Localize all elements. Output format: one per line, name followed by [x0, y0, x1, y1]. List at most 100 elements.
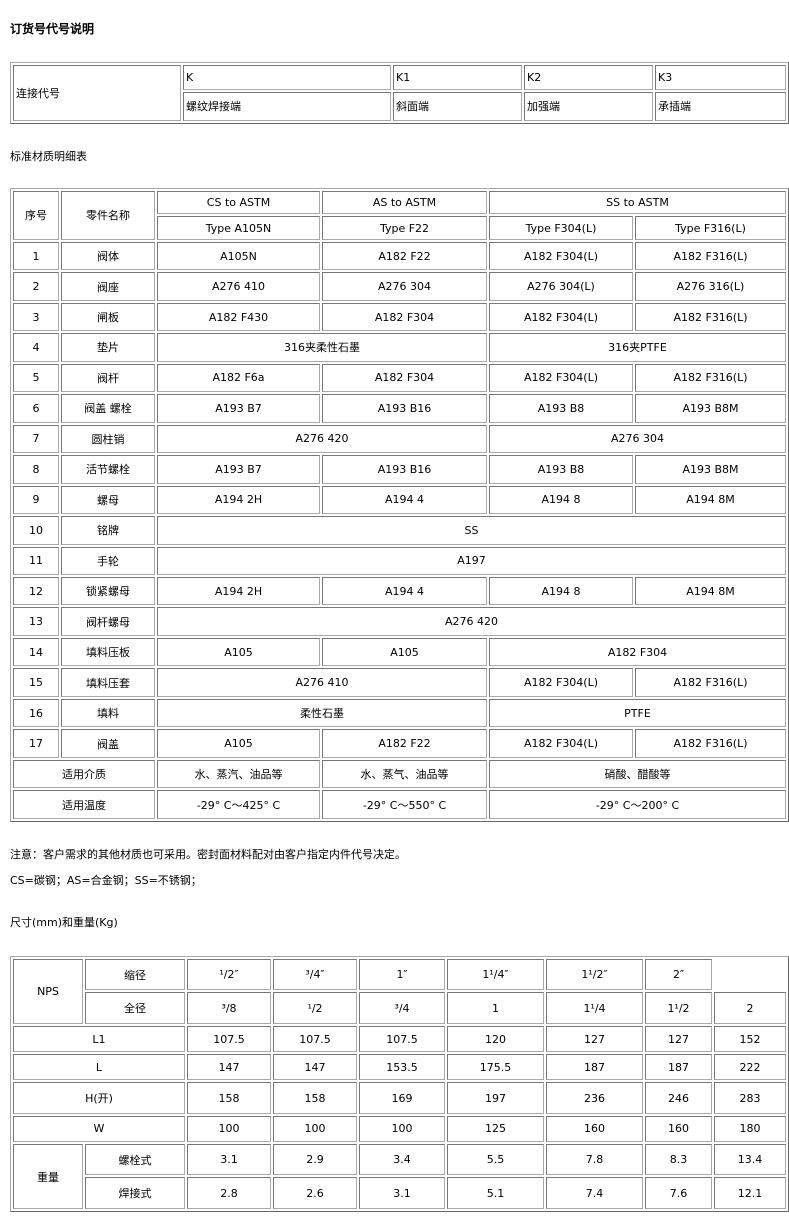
value-cell: 2.8 [187, 1177, 271, 1209]
value-cell: 107.5 [359, 1025, 445, 1053]
materials-table: 序号 零件名称 CS to ASTM AS to ASTM SS to ASTM… [10, 188, 789, 822]
row-number: 15 [13, 668, 59, 697]
value-cell: 147 [187, 1054, 271, 1081]
material-cell: A182 F304(L) [489, 729, 633, 758]
row-number: 1 [13, 241, 59, 271]
part-name: 螺母 [61, 485, 155, 515]
code-cell: K [183, 65, 391, 90]
value-cell: 127 [546, 1025, 643, 1053]
value-cell: 107.5 [273, 1025, 357, 1053]
row-number: 12 [13, 577, 59, 606]
row-number: 7 [13, 424, 59, 454]
table-row: 2 阀座 A276 410 A276 304 A276 304(L) A276 316(L… [13, 272, 786, 301]
value-cell: 5.1 [447, 1177, 544, 1209]
part-name: 圆柱销 [61, 424, 155, 454]
code-name-cell: 承插端 [655, 91, 786, 121]
part-name: 阀盖 [61, 729, 155, 758]
reduced-bore-label: 缩径 [85, 959, 185, 991]
material-cell: A182 F304(L) [489, 668, 633, 697]
material-cell: PTFE [489, 698, 786, 728]
code-cell: K1 [393, 65, 522, 90]
weight-type-label: 焊接式 [85, 1177, 185, 1209]
material-cell: A182 F316(L) [635, 241, 786, 271]
note-line: CS=碳钢；AS=合金钢；SS=不锈钢； [10, 874, 202, 887]
row-number: 8 [13, 455, 59, 484]
value-cell: 160 [546, 1115, 643, 1143]
material-cell: A182 F6a [157, 363, 320, 393]
dimensions-title: 尺寸(mm)和重量(Kg) [10, 916, 118, 929]
size-cell: ¹/2″ [187, 959, 271, 991]
part-name: 填料压板 [61, 637, 155, 667]
value-cell: 180 [714, 1115, 786, 1143]
material-cell: A194 2H [157, 577, 320, 606]
value-cell: 158 [187, 1082, 271, 1114]
row-number: 10 [13, 516, 59, 545]
value-cell: 175.5 [447, 1054, 544, 1081]
table-row: 3 闸板 A182 F430 A182 F304 A182 F304(L) A182 F3… [13, 302, 786, 332]
table-row: 焊接式 2.8 2.6 3.1 5.1 7.4 7.6 12.1 [13, 1177, 786, 1209]
value-cell: 3.1 [187, 1144, 271, 1176]
value-cell: 100 [187, 1115, 271, 1143]
header-type: Type F22 [322, 216, 487, 240]
material-cell: 水、蒸气、油品等 [322, 759, 487, 789]
value-cell: 187 [645, 1054, 712, 1081]
header-group: CS to ASTM [157, 191, 320, 215]
material-cell: 水、蒸汽、油品等 [157, 759, 320, 789]
weight-type-label: 螺栓式 [85, 1144, 185, 1176]
material-cell: -29° C～425° C [157, 790, 320, 819]
material-cell: A276 410 [157, 668, 487, 697]
value-cell: 100 [359, 1115, 445, 1143]
material-cell: A105N [157, 241, 320, 271]
size-cell: 1¹/2″ [546, 959, 643, 991]
part-name: 阀盖 螺栓 [61, 394, 155, 423]
page-title: 订货号代号说明 [10, 22, 95, 36]
size-cell: ³/8 [187, 992, 271, 1024]
material-cell: 316夹PTFE [489, 333, 786, 362]
value-cell: 3.4 [359, 1144, 445, 1176]
material-cell: A276 304 [322, 272, 487, 301]
part-name: 阀杆螺母 [61, 607, 155, 636]
material-cell: 316夹柔性石墨 [157, 333, 487, 362]
table-row: 17 阀盖 A105 A182 F22 A182 F304(L) A182 F316(L) [13, 729, 786, 758]
material-cell: A182 F316(L) [635, 668, 786, 697]
empty-cell [714, 959, 786, 990]
value-cell: 107.5 [187, 1025, 271, 1053]
material-cell: A193 B7 [157, 455, 320, 484]
connection-code-label: 连接代号 [13, 65, 181, 121]
header-type: Type A105N [157, 216, 320, 240]
value-cell: 160 [645, 1115, 712, 1143]
table-row: 11 手轮 A197 [13, 546, 786, 575]
value-cell: 7.4 [546, 1177, 643, 1209]
value-cell: 8.3 [645, 1144, 712, 1176]
row-number: 11 [13, 546, 59, 575]
value-cell: 197 [447, 1082, 544, 1114]
table-row: 适用温度 -29° C～425° C -29° C～550° C -29° C～200… [13, 790, 786, 819]
material-cell: 硝酸、醋酸等 [489, 759, 786, 789]
dimension-label: L1 [13, 1025, 185, 1053]
table-row: L1 107.5 107.5 107.5 120 127 127 152 [13, 1025, 786, 1053]
table-row: 10 铭牌 SS [13, 516, 786, 545]
material-cell: A182 F316(L) [635, 363, 786, 393]
dimension-label: W [13, 1115, 185, 1143]
material-cell: A105 [157, 637, 320, 667]
size-cell: ³/4″ [273, 959, 357, 991]
value-cell: 100 [273, 1115, 357, 1143]
table-row: 4 垫片 316夹柔性石墨 316夹PTFE [13, 333, 786, 362]
table-row: 15 填料压套 A276 410 A182 F304(L) A182 F316(L) [13, 668, 786, 697]
material-cell: A193 B16 [322, 394, 487, 423]
value-cell: 3.1 [359, 1177, 445, 1209]
value-cell: 125 [447, 1115, 544, 1143]
material-cell: A182 F304 [322, 363, 487, 393]
table-row: 6 阀盖 螺栓 A193 B7 A193 B16 A193 B8 A193 B8M [13, 394, 786, 423]
table-row: 14 填料压板 A105 A105 A182 F304 [13, 637, 786, 667]
table-row: 12 锁紧螺母 A194 2H A194 4 A194 8 A194 8M [13, 577, 786, 606]
material-cell: A182 F22 [322, 241, 487, 271]
material-cell: A182 F304(L) [489, 363, 633, 393]
note-line: 注意：客户需求的其他材质也可采用。密封面材料配对由客户指定内件代号决定。 [10, 848, 406, 861]
material-cell: A276 304(L) [489, 272, 633, 301]
material-cell: A276 410 [157, 272, 320, 301]
material-cell: A182 F304(L) [489, 302, 633, 332]
header-group: SS to ASTM [489, 191, 786, 215]
row-number: 13 [13, 607, 59, 636]
row-number: 14 [13, 637, 59, 667]
